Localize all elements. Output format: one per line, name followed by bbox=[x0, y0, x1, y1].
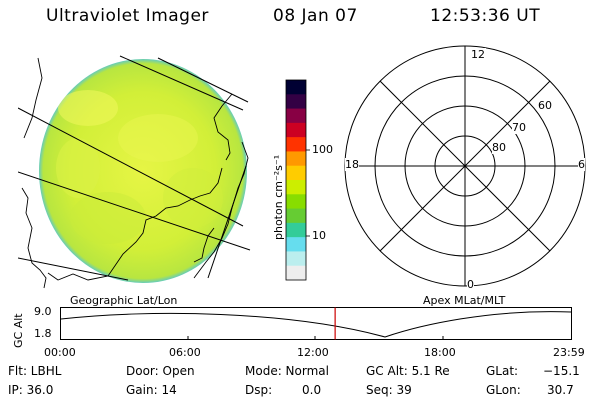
color-scale-stripes bbox=[286, 80, 306, 281]
altitude-ylabel: GC Alt bbox=[12, 313, 25, 348]
filter-info: Flt: LBHL bbox=[8, 364, 62, 378]
date-label: 08 Jan 07 bbox=[273, 6, 358, 26]
lat-label-60: 60 bbox=[538, 99, 552, 112]
mlt-label-bottom: 0 bbox=[467, 278, 474, 291]
instrument-title: Ultraviolet Imager bbox=[46, 6, 209, 26]
color-scale-stripe bbox=[286, 222, 306, 238]
color-scale-stripe bbox=[286, 237, 306, 252]
altitude-ymax: 9.0 bbox=[34, 305, 52, 318]
apex-caption: Apex MLat/MLT bbox=[423, 294, 506, 307]
disk-texture bbox=[56, 90, 223, 244]
color-scale-stripe bbox=[286, 194, 306, 210]
dsp-value: 0.0 bbox=[302, 383, 322, 397]
color-scale-stripe bbox=[286, 208, 306, 224]
uv-image-panel bbox=[18, 55, 251, 289]
altitude-ymin: 1.8 bbox=[34, 327, 52, 340]
seq-info: Seq: 39 bbox=[366, 383, 412, 397]
color-scale-stripe bbox=[286, 265, 306, 281]
glat-label: GLat: bbox=[486, 364, 519, 378]
x-tick-1200: 12:00 bbox=[297, 346, 329, 359]
geo-grid-lines bbox=[18, 55, 251, 281]
color-scale-bar bbox=[285, 79, 310, 281]
mlt-label-left: 18 bbox=[345, 158, 359, 171]
gain-info: Gain: 14 bbox=[126, 383, 177, 397]
glon-label: GLon: bbox=[486, 383, 521, 397]
door-info: Door: Open bbox=[126, 364, 195, 378]
altitude-plot bbox=[60, 307, 572, 340]
gc-alt-info: GC Alt: 5.1 Re bbox=[366, 364, 450, 378]
dsp-label: Dsp: bbox=[245, 383, 273, 397]
polar-diagonal-2 bbox=[379, 80, 551, 252]
glon-value: 30.7 bbox=[547, 383, 574, 397]
ip-info: IP: 36.0 bbox=[8, 383, 54, 397]
colorbar-unit-label: photon cm⁻²s⁻¹ bbox=[272, 154, 285, 240]
glat-value: −15.1 bbox=[543, 364, 580, 378]
mlt-label-top: 12 bbox=[470, 48, 486, 61]
polar-plot bbox=[344, 45, 586, 287]
colorbar-tick-100: 100 bbox=[312, 143, 333, 156]
color-scale-stripe bbox=[286, 180, 306, 195]
x-tick-1800: 18:00 bbox=[424, 346, 456, 359]
altitude-curve bbox=[60, 311, 572, 338]
x-tick-2359: 23:59 bbox=[553, 346, 585, 359]
coastlines bbox=[21, 57, 249, 289]
time-label: 12:53:36 UT bbox=[430, 6, 541, 26]
lat-label-80: 80 bbox=[492, 141, 506, 154]
lat-label-70: 70 bbox=[512, 121, 526, 134]
x-tick-0600: 06:00 bbox=[169, 346, 201, 359]
color-scale-stripe bbox=[286, 80, 306, 95]
color-scale-stripe bbox=[286, 137, 306, 152]
color-scale-stripe bbox=[286, 251, 306, 267]
mlt-label-right: 6 bbox=[578, 158, 585, 171]
color-scale-stripe bbox=[286, 165, 306, 181]
color-scale-stripe bbox=[286, 122, 306, 138]
mode-info: Mode: Normal bbox=[245, 364, 329, 378]
colorbar-tick-10: 10 bbox=[312, 229, 326, 242]
geo-caption: Geographic Lat/Lon bbox=[70, 294, 178, 307]
color-scale-stripe bbox=[286, 151, 306, 167]
color-scale-stripe bbox=[286, 94, 306, 110]
x-tick-0000: 00:00 bbox=[44, 346, 76, 359]
color-scale-stripe bbox=[286, 108, 306, 124]
